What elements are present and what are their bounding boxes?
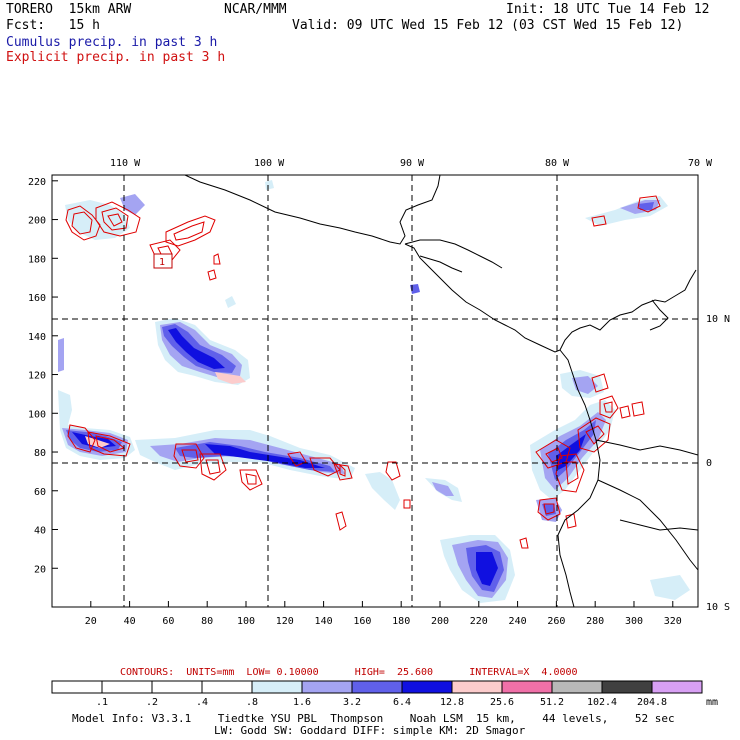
- lat-label-10n: 10 N: [706, 314, 730, 325]
- colorbar-swatch: [401, 680, 453, 694]
- colorbar-swatch: [501, 680, 553, 694]
- valid-time: Valid: 09 UTC Wed 15 Feb 12 (03 CST Wed …: [292, 18, 684, 33]
- x-tick-label: 80: [201, 616, 213, 627]
- colorbar-label: 25.6: [490, 697, 514, 708]
- colorbar-swatch: [651, 680, 703, 694]
- cumulus-precip-fields: [58, 180, 690, 603]
- contour-info: CONTOURS: UNITS=mm LOW= 0.10000 HIGH= 25…: [120, 667, 578, 678]
- lon-label-110w: 110 W: [110, 158, 141, 169]
- colorbar-label: 102.4: [587, 697, 617, 708]
- x-tick-label: 120: [276, 616, 294, 627]
- colorbar-label: .8: [246, 697, 258, 708]
- colorbar-swatch: [551, 680, 603, 694]
- model-info-line2: LW: Godd SW: Goddard DIFF: simple KM: 2D…: [214, 724, 526, 737]
- colorbar-label: 204.8: [637, 697, 667, 708]
- colorbar-swatch: [251, 680, 303, 694]
- x-tick-label: 100: [237, 616, 255, 627]
- y-tick-label: 140: [28, 332, 46, 343]
- explicit-precip-contours: [65, 195, 661, 549]
- org-label: NCAR/MMM: [224, 2, 287, 17]
- x-tick-label: 160: [353, 616, 371, 627]
- contour-label-box: [153, 253, 173, 269]
- colorbar-swatch: [451, 680, 503, 694]
- y-tick-label: 160: [28, 293, 46, 304]
- forecast-hour: Fcst: 15 h: [6, 18, 100, 33]
- y-tick-label: 60: [34, 487, 46, 498]
- x-tick-label: 220: [470, 616, 488, 627]
- model-info-line1: Model Info: V3.3.1 Tiedtke YSU PBL Thomp…: [72, 712, 675, 725]
- y-tick-label: 40: [34, 526, 46, 537]
- colorbar-swatch: [301, 680, 353, 694]
- x-tick-label: 20: [85, 616, 97, 627]
- model-title: TORERO 15km ARW: [6, 2, 132, 17]
- y-tick-label: 80: [34, 448, 46, 459]
- x-tick-label: 320: [664, 616, 682, 627]
- colorbar-swatch: [601, 680, 653, 694]
- x-tick-label: 180: [392, 616, 410, 627]
- lon-label-100w: 100 W: [254, 158, 285, 169]
- colorbar-label: .2: [146, 697, 158, 708]
- legend-explicit: Explicit precip. in past 3 h: [6, 50, 226, 65]
- contour-label-text: 1: [159, 257, 165, 268]
- y-tick-label: 200: [28, 216, 46, 227]
- colorbar-swatch: [101, 680, 153, 694]
- colorbar-swatch: [351, 680, 403, 694]
- colorbar-swatch: [151, 680, 203, 694]
- x-tick-label: 60: [162, 616, 174, 627]
- colorbar-swatch: [201, 680, 253, 694]
- init-time: Init: 18 UTC Tue 14 Feb 12: [506, 2, 710, 17]
- colorbar-label: .4: [196, 697, 208, 708]
- colorbar-units: mm: [706, 697, 718, 708]
- x-tick-label: 200: [431, 616, 449, 627]
- colorbar-label: .1: [96, 697, 108, 708]
- lon-label-70w: 70 W: [688, 158, 713, 169]
- lon-label-90w: 90 W: [400, 158, 425, 169]
- y-tick-label: 120: [28, 371, 46, 382]
- x-tick-label: 280: [586, 616, 604, 627]
- x-tick-label: 300: [625, 616, 643, 627]
- x-tick-label: 140: [315, 616, 333, 627]
- y-tick-label: 180: [28, 254, 46, 265]
- colorbar-swatch: [51, 680, 103, 694]
- colorbar-label: 1.6: [293, 697, 311, 708]
- y-tick-label: 100: [28, 409, 46, 420]
- x-tick-label: 240: [509, 616, 527, 627]
- y-tick-label: 20: [34, 564, 46, 575]
- legend-cumulus: Cumulus precip. in past 3 h: [6, 35, 218, 50]
- lat-label-0: 0: [706, 458, 712, 469]
- coastlines: [184, 175, 698, 607]
- y-tick-label: 220: [28, 177, 46, 188]
- x-tick-label: 260: [547, 616, 565, 627]
- lon-label-80w: 80 W: [545, 158, 570, 169]
- colorbar-label: 12.8: [440, 697, 464, 708]
- lat-label-10s: 10 S: [706, 602, 730, 613]
- colorbar-label: 3.2: [343, 697, 361, 708]
- colorbar-label: 6.4: [393, 697, 411, 708]
- graticule: [52, 175, 698, 607]
- colorbar-label: 51.2: [540, 697, 564, 708]
- map-frame: [51, 174, 699, 608]
- x-tick-label: 40: [124, 616, 136, 627]
